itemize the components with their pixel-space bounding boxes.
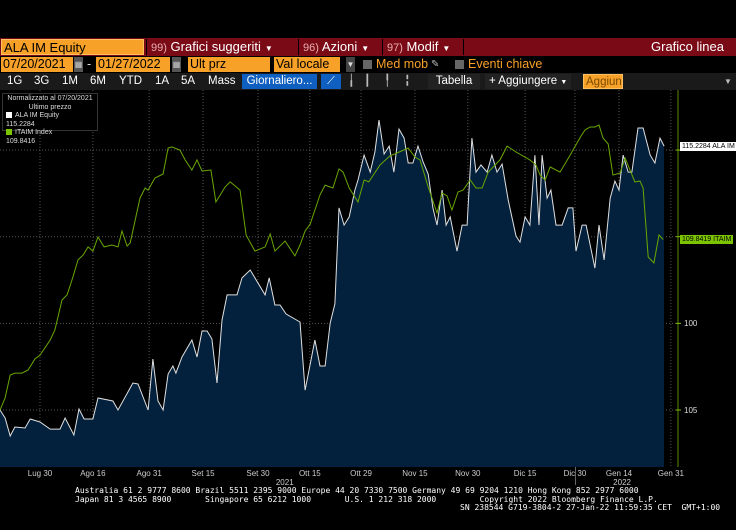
add-button[interactable]: + Aggiungere ▼ <box>485 74 572 89</box>
x-tick-label: Set 15 <box>191 469 215 478</box>
pencil-icon[interactable]: ✎ <box>431 59 440 70</box>
calendar-icon[interactable]: ▦ <box>74 57 83 72</box>
key-events-label[interactable]: Eventi chiave <box>468 57 543 71</box>
legend: Normalizzato al 07/20/2021 Ultimo prezzo… <box>2 93 98 145</box>
date-separator: - <box>87 57 92 71</box>
x-tick-label: Nov 15 <box>402 469 428 478</box>
chart-toolbar: 1G 3G 1M 6M YTD 1A 5A Mass Giornaliero..… <box>0 73 736 90</box>
x-tick-label: Set 30 <box>246 469 270 478</box>
chevron-down-icon: ▼ <box>560 79 568 86</box>
moving-average-label[interactable]: Med mob <box>376 57 429 71</box>
currency-select[interactable]: Val locale <box>274 57 340 72</box>
range-ytd[interactable]: YTD <box>119 75 142 87</box>
range-1m[interactable]: 1M <box>62 75 78 87</box>
x-year-label: 2022 <box>613 478 631 487</box>
legend-name: ALA IM Equity <box>15 112 59 119</box>
x-tick-label: Lug 30 <box>27 469 53 478</box>
edit-menu[interactable]: 97) Modif ▼ <box>382 39 464 55</box>
ala-last-value-tag: 115.2284 ALA IM <box>680 141 736 151</box>
range-1a[interactable]: 1A <box>155 75 170 87</box>
actions-menu[interactable]: 96) Azioni ▼ <box>298 39 382 55</box>
chevron-down-icon: ▼ <box>361 44 370 53</box>
frequency-select[interactable]: Giornaliero... <box>242 74 317 89</box>
footer-contacts-line1: Australia 61 2 9777 8600 Brazil 5511 239… <box>75 486 639 495</box>
hilo-icon[interactable]: ╏ <box>404 75 411 87</box>
candlestick-icon[interactable]: ┃ <box>364 75 371 87</box>
range-5a[interactable]: 5A <box>181 75 196 87</box>
legend-item-ala: ALA IM Equity115.2284 <box>6 112 94 129</box>
menu-number: 99) <box>151 42 167 54</box>
itaim-series-line <box>0 124 664 411</box>
footer-serial-line: SN 238544 G719-3804-2 27-Jan-22 11:59:35… <box>460 503 721 512</box>
legend-swatch <box>6 129 12 135</box>
params-bar: 07/20/2021 ▦ - 01/27/2022 ▦ Ult prz Val … <box>0 56 736 73</box>
x-tick-label: Dic 15 <box>513 469 537 478</box>
chevron-down-icon: ▼ <box>442 44 451 53</box>
x-tick-label: Ott 29 <box>350 469 372 478</box>
menu-number: 96) <box>303 42 319 54</box>
legend-value: 109.8416 <box>6 137 36 145</box>
table-button[interactable]: Tabella <box>428 74 480 89</box>
legend-subtitle: Ultimo prezzo <box>28 103 72 111</box>
line-chart[interactable] <box>0 90 736 467</box>
x-tick-label: Nov 30 <box>455 469 481 478</box>
legend-item-itaim: ITAIM Index109.8416 <box>6 129 94 146</box>
x-tick-label: Ott 15 <box>298 469 321 478</box>
x-year-label: 2021 <box>275 478 294 487</box>
key-events-checkbox[interactable] <box>455 60 464 69</box>
legend-swatch <box>6 112 12 118</box>
ala-series-line <box>0 120 665 438</box>
chevron-down-icon[interactable]: ▼ <box>346 57 355 72</box>
toolbar-menu-chevron-icon[interactable]: ▼ <box>724 77 732 86</box>
add-input[interactable]: Aggiun <box>583 74 623 89</box>
add-label: + Aggiungere <box>489 75 558 87</box>
chevron-down-icon: ▼ <box>264 44 273 53</box>
start-date-input[interactable]: 07/20/2021 <box>1 57 73 72</box>
range-3g[interactable]: 3G <box>34 75 50 87</box>
field-input[interactable]: Ult prz <box>188 57 270 72</box>
x-tick-label: Gen 14 <box>605 469 633 478</box>
x-tick-label: Gen 31 <box>657 469 684 478</box>
calendar-icon[interactable]: ▦ <box>172 57 181 72</box>
menu-label: Modif <box>406 39 439 54</box>
legend-title: Normalizzato al 07/20/2021 <box>7 95 93 102</box>
range-1g[interactable]: 1G <box>7 75 23 87</box>
range-max[interactable]: Mass <box>208 75 236 87</box>
footer-contacts-line2: Japan 81 3 4565 8900 Singapore 65 6212 1… <box>75 495 658 504</box>
legend-name: ITAIM Index <box>15 129 53 136</box>
itaim-last-value-tag: 109.8419 ITAIM <box>680 234 734 244</box>
ala-area-fill <box>0 120 665 467</box>
range-6m[interactable]: 6M <box>90 75 106 87</box>
y-tick-label: 100 <box>684 318 698 328</box>
x-tick-label: Ago 16 <box>80 469 106 478</box>
chart-type-title: Grafico linea <box>651 39 724 54</box>
ohlc-icon[interactable]: ╿ <box>384 75 391 87</box>
x-tick-label: Ago 31 <box>136 469 162 478</box>
end-date-input[interactable]: 01/27/2022 <box>96 57 170 72</box>
legend-value: 115.2284 <box>6 120 35 128</box>
title-bar: ALA IM Equity 99) Grafici suggeriti ▼ 96)… <box>0 38 736 56</box>
moving-average-checkbox[interactable] <box>363 60 372 69</box>
bar-chart-icon[interactable]: ╽ <box>348 75 355 87</box>
menu-number: 97) <box>387 42 403 54</box>
y-tick-label: 105 <box>684 405 698 415</box>
year-separator <box>574 467 576 485</box>
menu-label: Grafici suggeriti <box>170 39 261 54</box>
suggested-charts-menu[interactable]: 99) Grafici suggeriti ▼ <box>146 39 298 55</box>
line-chart-icon[interactable]: ⟋ <box>321 74 341 89</box>
ticker-input[interactable]: ALA IM Equity <box>1 39 144 55</box>
menu-label: Azioni <box>321 39 358 54</box>
